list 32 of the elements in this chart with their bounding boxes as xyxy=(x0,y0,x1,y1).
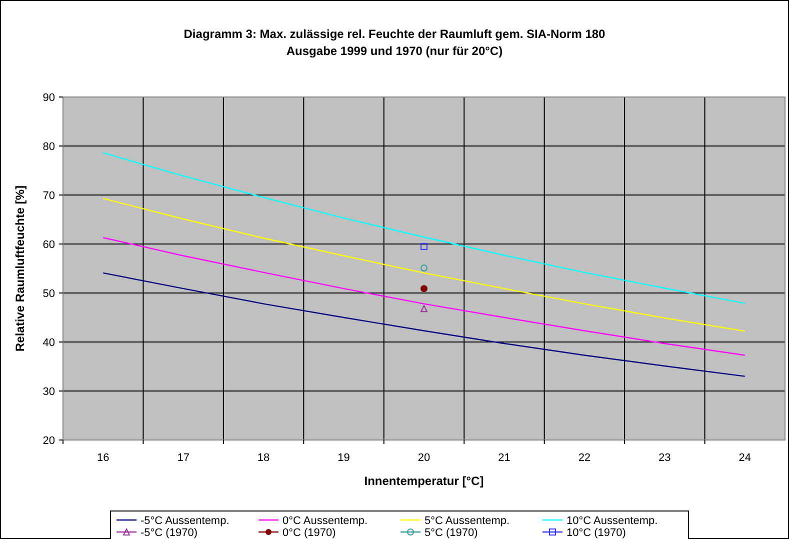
legend-label: 0°C Aussentemp. xyxy=(282,514,368,527)
legend-label: 5°C (1970) xyxy=(424,526,478,539)
y-tick-label: 20 xyxy=(42,434,55,447)
line-series xyxy=(102,152,746,304)
line-series xyxy=(102,198,746,332)
y-tick-label: 60 xyxy=(42,238,55,251)
legend-label: -5°C (1970) xyxy=(140,526,198,539)
x-tick-label: 21 xyxy=(498,452,510,464)
legend-label: 10°C (1970) xyxy=(566,526,626,539)
legend-label: 10°C Aussentemp. xyxy=(566,514,658,527)
chart-title: Diagramm 3: Max. zulässige rel. Feuchte der Raumluft gem. SIA-Norm 180 Ausgabe 1999 und 1970 (nur für 20°C) xyxy=(184,27,606,58)
legend-label: 5°C Aussentemp. xyxy=(424,514,510,527)
x-tick-label: 20 xyxy=(418,452,430,464)
x-axis-title: Innentemperatur [°C] xyxy=(364,474,484,488)
y-tick-label: 50 xyxy=(42,288,55,300)
x-tick-label: 24 xyxy=(738,452,752,464)
y-axis-title: Relative Raumluftfeuchte [%] xyxy=(13,185,27,352)
x-tick-label: 17 xyxy=(177,452,190,464)
y-tick-label: 90 xyxy=(42,92,55,104)
x-tick-label: 23 xyxy=(658,452,671,464)
x-tick-label: 19 xyxy=(338,452,350,464)
x-tick-label: 16 xyxy=(96,452,110,464)
legend-label: -5°C Aussentemp. xyxy=(140,514,230,527)
y-tick-label: 30 xyxy=(42,386,55,398)
x-tick-label: 22 xyxy=(578,452,591,464)
y-tick-label: 80 xyxy=(42,140,55,153)
line-series xyxy=(102,237,746,356)
x-tick-label: 18 xyxy=(257,452,270,464)
y-tick-label: 70 xyxy=(42,190,55,202)
legend-label: 0°C (1970) xyxy=(282,526,336,539)
line-series xyxy=(102,272,746,377)
y-tick-label: 40 xyxy=(42,336,55,349)
